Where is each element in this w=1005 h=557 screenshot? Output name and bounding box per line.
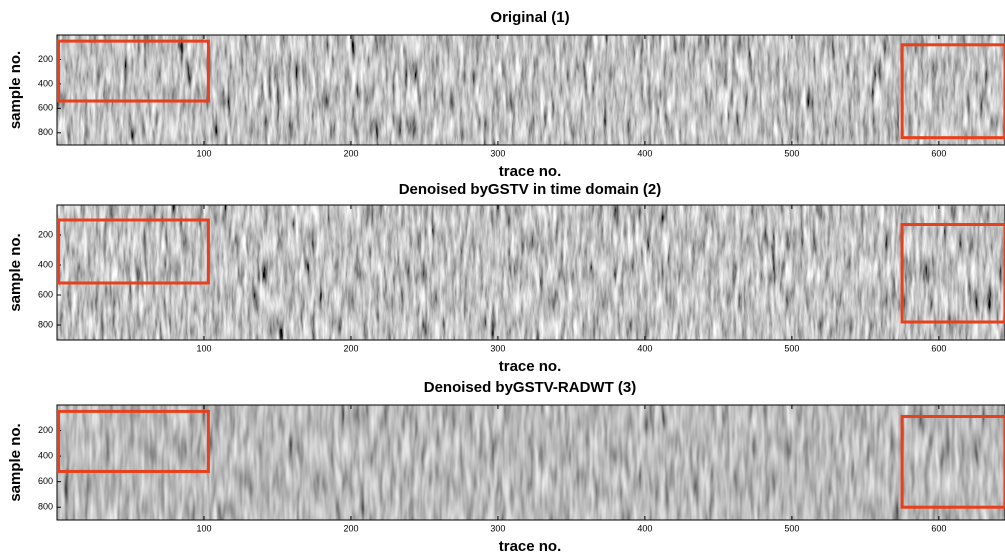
y-tick-label: 200 (38, 425, 53, 435)
x-tick-label: 600 (931, 343, 946, 353)
x-tick-label: 400 (637, 148, 652, 158)
highlight-box (56, 39, 210, 103)
x-tick-label: 500 (784, 148, 799, 158)
y-tick-label: 200 (38, 54, 53, 64)
x-tick-label: 400 (637, 523, 652, 533)
y-tick-label: 600 (38, 476, 53, 486)
y-axis-label: sample no. (7, 233, 24, 311)
x-tick-label: 100 (196, 343, 211, 353)
x-tick-label: 500 (784, 523, 799, 533)
y-tick-label: 400 (38, 78, 53, 88)
y-tick-label: 600 (38, 289, 53, 299)
seismic-image (57, 205, 1005, 340)
y-tick-label: 800 (38, 127, 53, 137)
x-tick-label: 100 (196, 523, 211, 533)
x-tick-label: 200 (343, 523, 358, 533)
highlight-box (56, 218, 210, 285)
y-axis-label: sample no. (7, 423, 24, 501)
y-tick-label: 200 (38, 229, 53, 239)
y-tick-label: 600 (38, 103, 53, 113)
x-tick-label: 200 (343, 148, 358, 158)
x-tick-label: 200 (343, 343, 358, 353)
x-tick-label: 300 (490, 343, 505, 353)
x-tick-label: 100 (196, 148, 211, 158)
x-tick-label: 600 (931, 148, 946, 158)
x-axis-label: trace no. (499, 163, 562, 180)
panel-title: Denoised byGSTV-RADWT (3) (424, 379, 637, 396)
panel-title: Original (1) (490, 9, 569, 26)
y-tick-label: 400 (38, 450, 53, 460)
x-tick-label: 600 (931, 523, 946, 533)
y-tick-label: 400 (38, 259, 53, 269)
y-tick-label: 800 (38, 319, 53, 329)
y-tick-label: 800 (38, 502, 53, 512)
panel-title: Denoised byGSTV in time domain (2) (399, 181, 662, 198)
x-tick-label: 300 (490, 148, 505, 158)
highlight-box (56, 409, 210, 473)
seismic-image (57, 35, 1005, 145)
x-axis-label: trace no. (499, 358, 562, 375)
x-axis-label: trace no. (499, 538, 562, 555)
y-axis-label: sample no. (7, 51, 24, 129)
x-tick-label: 400 (637, 343, 652, 353)
x-tick-label: 500 (784, 343, 799, 353)
x-tick-label: 300 (490, 523, 505, 533)
seismic-image (57, 405, 1005, 520)
